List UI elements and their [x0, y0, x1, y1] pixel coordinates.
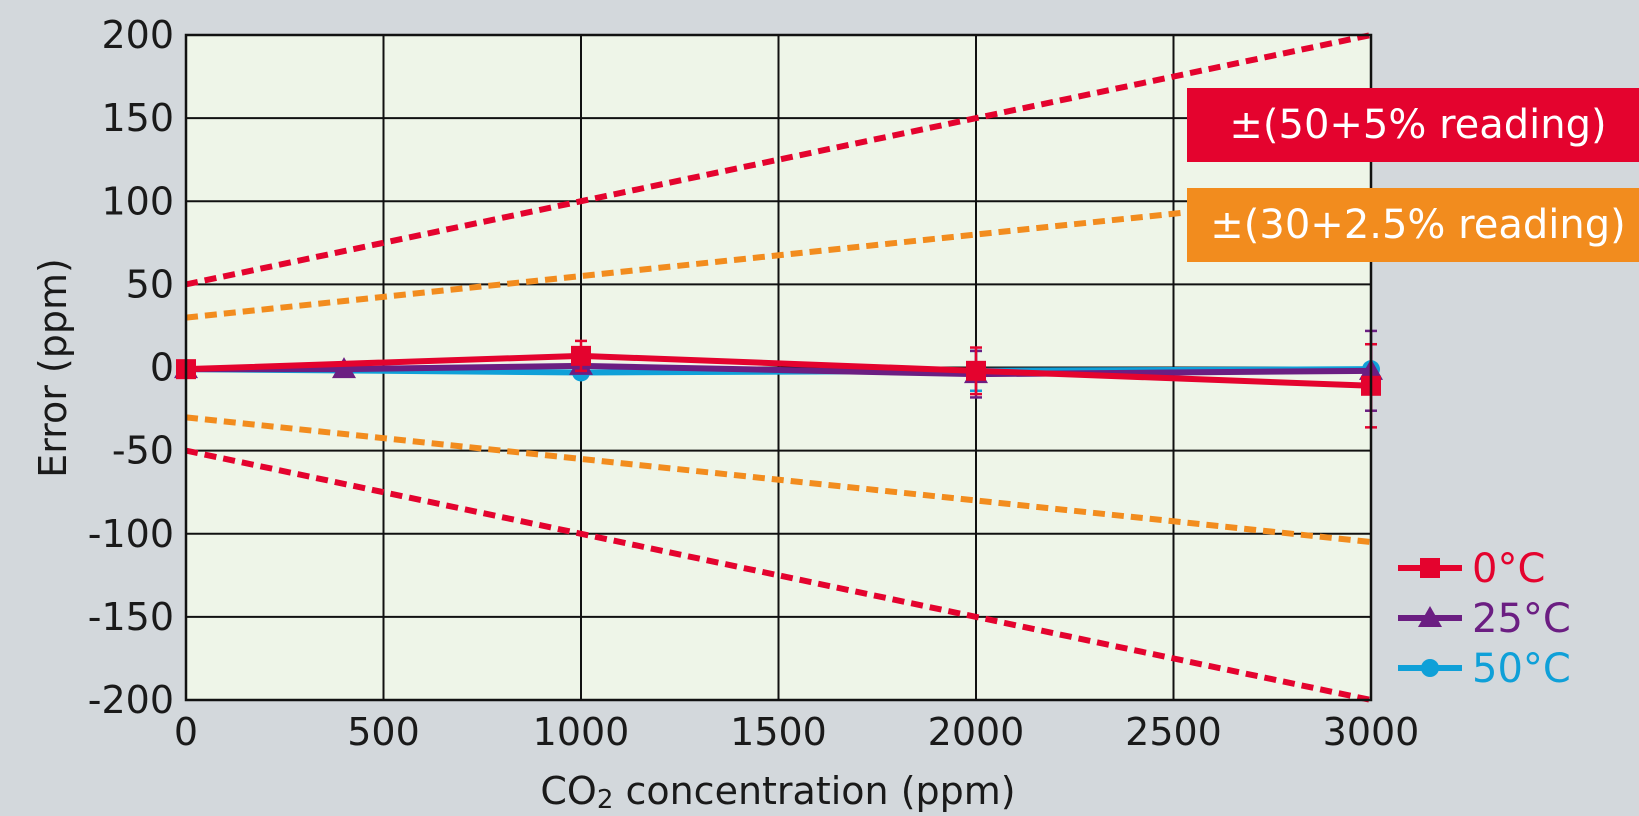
y-tick-labels: 200 150 100 50 0 -50 -100 -150 -200 — [88, 13, 174, 722]
y-axis-title: Error (ppm) — [31, 258, 75, 478]
legend-label: 25°C — [1472, 596, 1571, 642]
legend: 0°C25°C50°C — [1398, 546, 1571, 692]
tolerance-line-lower — [185, 447, 1372, 703]
legend-item-50°C: 50°C — [1398, 646, 1571, 692]
legend-label: 50°C — [1472, 646, 1571, 692]
legend-label: 0°C — [1472, 546, 1545, 592]
tolerance-label-0: ±(50+5% reading) — [1187, 88, 1639, 162]
tolerance-label-box — [1187, 88, 1639, 162]
series-line — [185, 352, 1372, 389]
marker-triangle — [332, 357, 356, 379]
marker-square — [966, 360, 986, 381]
legend-item-0°C: 0°C — [1398, 546, 1545, 592]
y-tick-label: 0 — [150, 346, 174, 390]
x-axis-title: CO2 concentration (ppm) — [540, 769, 1015, 815]
plot-border — [184, 33, 1373, 702]
x-tick-label: 1000 — [533, 710, 630, 754]
y-tick-label: 200 — [101, 13, 174, 57]
tolerance-lines — [185, 32, 1372, 703]
x-tick-label: 3000 — [1323, 710, 1420, 754]
tolerance-label-1: ±(30+2.5% reading) — [1187, 188, 1639, 262]
x-tick-label: 500 — [347, 710, 420, 754]
y-tick-label: -100 — [88, 512, 174, 556]
y-tick-label: 150 — [101, 96, 174, 140]
y-tick-label: -50 — [112, 429, 174, 473]
x-tick-label: 1500 — [730, 710, 827, 754]
x-tick-label: 0 — [174, 710, 198, 754]
x-tick-label: 2000 — [928, 710, 1025, 754]
y-tick-label: 100 — [101, 179, 174, 223]
x-axis-title-rest: concentration (ppm) — [613, 769, 1015, 813]
marker-circle — [1421, 659, 1439, 677]
marker-square — [1420, 558, 1440, 578]
tolerance-line-upper — [185, 189, 1372, 321]
legend-item-25°C: 25°C — [1398, 596, 1571, 642]
tolerance-label-text: ±(30+2.5% reading) — [1210, 202, 1625, 248]
y-tick-label: -150 — [88, 595, 174, 639]
y-tick-label: -200 — [88, 678, 174, 722]
marker-square — [571, 345, 591, 366]
x-axis-title-subscript: 2 — [597, 785, 614, 815]
marker-triangle — [1418, 606, 1442, 627]
tolerance-line-upper — [185, 32, 1372, 288]
tolerance-labels: ±(50+5% reading) ±(30+2.5% reading) — [1187, 88, 1639, 262]
tolerance-label-box — [1187, 188, 1639, 262]
x-axis-title-main: CO — [540, 769, 596, 813]
x-tick-labels: 0 500 1000 1500 2000 2500 3000 — [174, 710, 1419, 754]
tolerance-line-lower — [185, 414, 1372, 546]
x-tick-label: 2500 — [1125, 710, 1222, 754]
tolerance-label-text: ±(50+5% reading) — [1229, 102, 1606, 148]
y-tick-label: 50 — [126, 262, 174, 306]
